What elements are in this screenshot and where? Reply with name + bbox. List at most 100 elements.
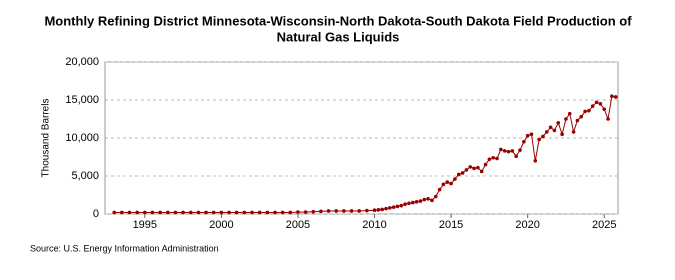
data-point — [120, 210, 124, 215]
source-note: Source: U.S. Energy Information Administ… — [30, 243, 219, 253]
data-point — [460, 171, 465, 175]
data-point — [303, 210, 308, 214]
data-point — [250, 210, 254, 215]
y-tick-label: 0 — [93, 208, 99, 220]
data-point — [211, 210, 216, 215]
data-point — [234, 210, 239, 215]
data-point — [311, 209, 316, 214]
data-point — [518, 148, 522, 152]
data-point — [510, 149, 515, 153]
x-tick-label: 2000 — [209, 219, 233, 231]
data-point — [357, 209, 362, 213]
data-point — [143, 210, 147, 215]
x-tick-label: 2025 — [592, 219, 616, 231]
data-point — [426, 197, 430, 201]
data-point — [422, 197, 427, 202]
data-point — [537, 137, 541, 142]
data-point — [567, 111, 572, 116]
data-point — [395, 204, 400, 209]
data-point — [165, 210, 170, 215]
y-tick-label: 10,000 — [65, 132, 99, 144]
data-point — [514, 154, 518, 159]
data-point — [135, 210, 139, 215]
data-point — [296, 210, 300, 214]
data-point — [587, 108, 591, 113]
data-point — [227, 210, 231, 215]
x-tick-label: 1995 — [133, 219, 157, 231]
data-point — [544, 130, 549, 134]
data-point — [479, 169, 484, 174]
data-point — [476, 165, 480, 170]
data-point — [495, 156, 499, 161]
data-point — [196, 210, 201, 215]
data-point — [242, 210, 247, 215]
data-point — [445, 180, 450, 184]
data-point — [594, 100, 599, 105]
x-tick-label: 2010 — [362, 219, 386, 231]
data-point — [326, 209, 331, 213]
data-point — [571, 130, 576, 134]
data-point — [430, 198, 434, 203]
x-tick-label: 2020 — [515, 219, 539, 231]
data-point — [598, 102, 603, 106]
data-point — [433, 194, 438, 199]
x-tick-label: 2005 — [286, 219, 310, 231]
data-point — [506, 149, 511, 154]
data-point — [613, 95, 618, 99]
data-point — [437, 187, 442, 192]
data-point — [491, 155, 495, 160]
y-tick-label: 15,000 — [65, 94, 99, 106]
data-point — [583, 109, 587, 114]
data-point — [602, 107, 607, 111]
chart-title: Natural Gas Liquids — [277, 29, 400, 44]
data-point — [548, 125, 553, 130]
data-point — [468, 165, 473, 169]
data-point — [533, 159, 538, 163]
data-point — [334, 209, 339, 213]
data-point — [414, 200, 419, 204]
data-point — [349, 209, 354, 213]
data-point — [529, 132, 534, 136]
data-point — [127, 210, 132, 215]
data-point — [158, 210, 162, 215]
data-point — [319, 209, 323, 214]
series-line — [114, 95, 616, 213]
data-point — [112, 210, 116, 215]
data-point — [273, 210, 277, 215]
data-point — [188, 210, 193, 215]
data-point — [380, 207, 384, 212]
data-point — [411, 200, 415, 205]
x-tick-label: 2015 — [439, 219, 463, 231]
data-point — [265, 210, 270, 215]
data-point — [579, 114, 584, 119]
data-point — [173, 210, 178, 215]
data-point — [575, 118, 580, 123]
y-tick-label: 20,000 — [65, 56, 99, 68]
data-point — [403, 202, 407, 206]
data-point — [384, 206, 388, 211]
data-point — [464, 168, 469, 172]
data-point — [556, 121, 561, 125]
data-point — [280, 210, 285, 215]
data-point — [502, 149, 507, 153]
data-point — [606, 117, 610, 121]
data-point — [399, 203, 404, 208]
chart-title: Monthly Refining District Minnesota-Wisc… — [44, 13, 632, 28]
data-point — [453, 177, 457, 181]
data-point — [365, 208, 369, 213]
data-point — [288, 210, 293, 215]
data-point — [483, 162, 488, 167]
data-point — [407, 201, 411, 206]
data-point — [499, 147, 503, 152]
data-point — [441, 182, 446, 187]
data-point — [219, 210, 224, 215]
data-point — [391, 205, 396, 209]
y-tick-label: 5,000 — [71, 170, 99, 182]
data-point — [418, 199, 423, 203]
data-point — [456, 172, 461, 177]
data-point — [257, 210, 262, 215]
data-point — [150, 210, 155, 215]
data-point — [560, 132, 564, 136]
y-axis-label: Thousand Barrels — [41, 99, 52, 178]
